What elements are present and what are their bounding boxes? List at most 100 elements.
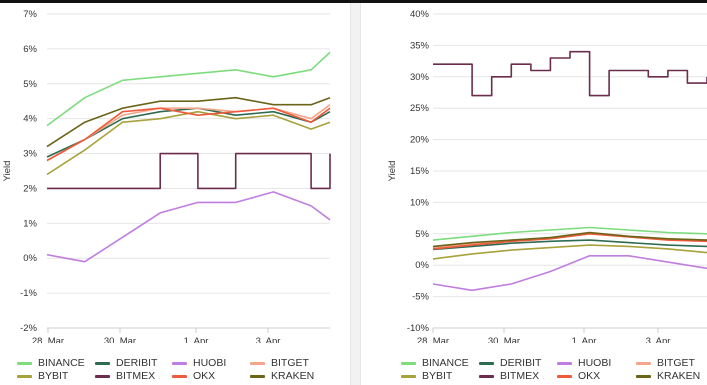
legend-swatch <box>636 361 651 365</box>
legend-swatch <box>172 361 187 365</box>
legend-swatch <box>401 361 416 365</box>
chart-panel-right: 40% 35% 30% 25% 20% 15% 10% 5% 0% -5% -10% 28. Mar 3… <box>361 3 707 343</box>
legend-label: BINANCE <box>38 357 85 369</box>
x-tick-label: 1. Apr <box>184 336 209 343</box>
series-line-deribit[interactable] <box>46 107 331 158</box>
y-tick-label: 30% <box>410 72 430 83</box>
y-tick-label: -2% <box>20 323 37 334</box>
y-tick-label: 3% <box>23 149 37 160</box>
legend-swatch <box>250 374 265 378</box>
y-tick-label: 2% <box>23 183 37 194</box>
series-line-bitmex[interactable] <box>47 152 331 190</box>
y-tick-label: 35% <box>410 40 430 51</box>
legend-left: BINANCE DERIBIT HUOBI BITGET BYBIT BITMEX OKX K… <box>0 357 350 385</box>
legend-label: KRAKEN <box>657 370 701 382</box>
series-line-huobi[interactable] <box>432 255 707 292</box>
legend-label: OKX <box>578 370 601 382</box>
panel-divider <box>350 3 361 385</box>
y-tick-label: 7% <box>23 9 37 20</box>
x-tick-label: 28. Mar <box>417 336 449 343</box>
legend-swatch <box>636 374 651 378</box>
legend-label: DERIBIT <box>500 357 542 369</box>
legend-item-okx[interactable]: OKX <box>172 370 215 382</box>
y-tick-label: 25% <box>410 103 430 114</box>
chart-panel-left: 7% 6% 5% 4% 3% 2% 1% 0% -1% -2% 28. Mar 30. Mar 1. A… <box>0 3 350 343</box>
y-tick-label: -10% <box>407 323 430 334</box>
legend-item-huobi[interactable]: HUOBI <box>172 357 226 369</box>
series-line-binance[interactable] <box>46 51 331 127</box>
top-border <box>0 0 707 3</box>
legend-item-kraken[interactable]: KRAKEN <box>636 370 700 382</box>
legend-swatch <box>17 361 32 365</box>
legend-label: BITMEX <box>116 370 156 382</box>
legend-item-binance[interactable]: BINANCE <box>17 357 85 369</box>
legend-swatch <box>95 374 110 378</box>
legend-label: OKX <box>193 370 216 382</box>
x-tick-label: 3. Apr <box>256 336 281 343</box>
legend-item-huobi[interactable]: HUOBI <box>557 357 611 369</box>
series-line-huobi[interactable] <box>46 191 331 263</box>
y-tick-label: -5% <box>412 292 429 303</box>
x-tick-label: 30. Mar <box>104 336 136 343</box>
y-tick-label: 40% <box>410 9 430 20</box>
legend-label: BINANCE <box>422 357 469 369</box>
legend-label: BYBIT <box>38 370 69 382</box>
legend-swatch <box>557 361 572 365</box>
legend-item-bitmex[interactable]: BITMEX <box>479 370 539 382</box>
legend-item-bitmex[interactable]: BITMEX <box>95 370 155 382</box>
y-tick-label: 20% <box>410 135 430 146</box>
legend-item-bitget[interactable]: BITGET <box>636 357 695 369</box>
y-tick-label: 5% <box>415 229 429 240</box>
legend-item-deribit[interactable]: DERIBIT <box>479 357 541 369</box>
y-tick-label: 4% <box>23 114 37 125</box>
y-axis-title: Yield <box>2 161 13 182</box>
legend-item-binance[interactable]: BINANCE <box>401 357 469 369</box>
legend-swatch <box>479 374 494 378</box>
series-line-kraken[interactable] <box>432 231 707 248</box>
legend-item-bybit[interactable]: BYBIT <box>401 370 452 382</box>
legend-label: KRAKEN <box>271 370 315 382</box>
legend-label: HUOBI <box>578 357 612 369</box>
legend-label: BITGET <box>657 357 695 369</box>
yield-chart-left: 7% 6% 5% 4% 3% 2% 1% 0% -1% -2% 28. Mar 30. Mar 1. A… <box>2 9 331 343</box>
legend-swatch <box>17 374 32 378</box>
series-line-bitmex[interactable] <box>433 50 707 97</box>
legend-label: BITMEX <box>500 370 540 382</box>
y-tick-label: -1% <box>20 288 37 299</box>
legend-swatch <box>557 374 572 378</box>
y-tick-label: 6% <box>23 44 37 55</box>
series-line-deribit[interactable] <box>432 239 707 251</box>
yield-chart-right: 40% 35% 30% 25% 20% 15% 10% 5% 0% -5% -10% 28. Mar 3… <box>387 9 707 343</box>
legend-swatch <box>250 361 265 365</box>
series-line-okx[interactable] <box>432 233 707 250</box>
series-line-okx[interactable] <box>46 107 331 162</box>
legend-swatch <box>479 361 494 365</box>
y-tick-label: 15% <box>410 166 430 177</box>
legend-swatch <box>95 361 110 365</box>
y-tick-label: 0% <box>23 253 37 264</box>
legend-swatch <box>172 374 187 378</box>
y-tick-label: 10% <box>410 197 430 208</box>
series-line-kraken[interactable] <box>46 96 331 148</box>
series-line-bitget[interactable] <box>46 104 331 162</box>
y-axis-title: Yield <box>387 161 398 182</box>
series-line-bybit[interactable] <box>432 244 707 260</box>
legend-label: DERIBIT <box>116 357 158 369</box>
series-line-bybit[interactable] <box>46 110 331 176</box>
series-line-binance[interactable] <box>432 226 707 241</box>
legend-label: HUOBI <box>193 357 227 369</box>
legend-item-okx[interactable]: OKX <box>557 370 600 382</box>
y-tick-label: 0% <box>415 260 429 271</box>
x-tick-label: 28. Mar <box>32 336 64 343</box>
y-tick-label: 1% <box>23 218 37 229</box>
legend-label: BITGET <box>271 357 309 369</box>
legend-item-kraken[interactable]: KRAKEN <box>250 370 314 382</box>
y-tick-label: 5% <box>23 79 37 90</box>
legend-swatch <box>401 374 416 378</box>
legend-item-bitget[interactable]: BITGET <box>250 357 309 369</box>
legend-item-bybit[interactable]: BYBIT <box>17 370 68 382</box>
x-tick-label: 3. Apr <box>646 336 671 343</box>
legend-label: BYBIT <box>422 370 453 382</box>
x-tick-label: 1. Apr <box>572 336 597 343</box>
legend-item-deribit[interactable]: DERIBIT <box>95 357 157 369</box>
